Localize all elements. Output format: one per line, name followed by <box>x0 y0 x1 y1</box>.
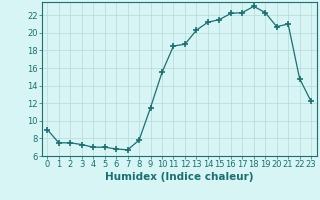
X-axis label: Humidex (Indice chaleur): Humidex (Indice chaleur) <box>105 172 253 182</box>
